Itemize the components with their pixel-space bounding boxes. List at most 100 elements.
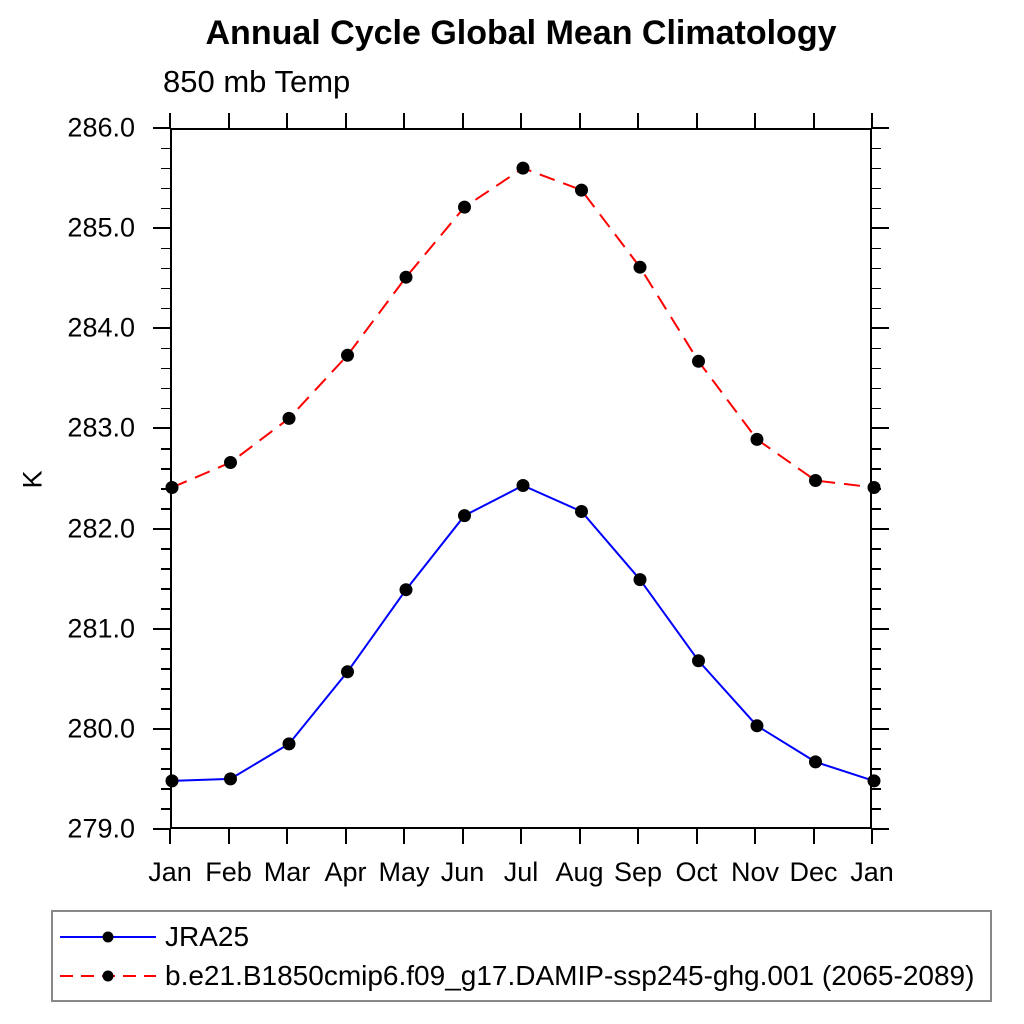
x-tick-bottom xyxy=(403,829,405,844)
y-minor-tick-left xyxy=(161,347,170,350)
y-major-tick-left xyxy=(153,127,170,129)
x-tick-bottom xyxy=(344,829,347,844)
y-minor-tick-right xyxy=(872,247,881,250)
chart-title: Annual Cycle Global Mean Climatology xyxy=(205,14,837,52)
y-minor-tick-right xyxy=(872,267,881,270)
y-major-tick-right xyxy=(872,227,889,230)
y-minor-tick-left xyxy=(161,367,170,370)
chart-subtitle: 850 mb Temp xyxy=(163,64,351,99)
y-minor-tick-right xyxy=(872,488,881,490)
y-minor-tick-left xyxy=(161,167,170,170)
data-point-marker xyxy=(575,505,588,518)
y-minor-tick-right xyxy=(872,467,881,470)
data-point-marker xyxy=(575,183,588,197)
data-point-marker xyxy=(399,583,413,597)
legend-item-jra25: JRA25 xyxy=(53,921,990,952)
y-minor-tick-right xyxy=(872,367,881,370)
data-point-marker xyxy=(867,481,881,494)
y-minor-tick-right xyxy=(872,648,881,650)
x-tick-bottom xyxy=(286,829,288,844)
x-tick-bottom xyxy=(695,829,698,844)
y-minor-tick-left xyxy=(161,688,170,690)
x-tick-bottom xyxy=(871,829,873,844)
data-point-marker xyxy=(867,774,881,788)
x-tick-top xyxy=(403,113,405,128)
y-minor-tick-left xyxy=(161,287,170,290)
y-minor-tick-left xyxy=(161,307,170,310)
legend-item-model: b.e21.B1850cmip6.f09_g17.DAMIP-ssp245-gh… xyxy=(53,960,990,991)
y-minor-tick-left xyxy=(161,467,170,470)
x-tick-label: Jul xyxy=(503,857,539,887)
x-tick-label: Mar xyxy=(263,857,311,887)
y-minor-tick-left xyxy=(161,808,170,811)
data-series-layer xyxy=(165,161,881,788)
blue-solid-line-marker-icon xyxy=(60,931,156,942)
y-tick-label: 284.0 xyxy=(67,312,135,343)
x-tick-bottom xyxy=(754,829,756,844)
y-minor-tick-left xyxy=(161,668,170,670)
y-minor-tick-left xyxy=(161,648,170,650)
x-tick-top xyxy=(871,113,873,128)
y-major-tick-left xyxy=(153,828,170,830)
y-minor-tick-right xyxy=(872,708,881,710)
y-minor-tick-right xyxy=(872,688,881,690)
y-tick-label: 283.0 xyxy=(67,412,135,443)
x-tick-bottom xyxy=(812,829,815,844)
y-tick-label: 280.0 xyxy=(67,713,135,744)
y-tick-label: 286.0 xyxy=(67,112,135,143)
y-major-tick-left xyxy=(153,627,170,630)
data-point-marker xyxy=(750,432,764,446)
series-line-0 xyxy=(171,484,875,782)
data-point-marker xyxy=(516,479,530,492)
x-tick-bottom xyxy=(578,829,581,844)
y-minor-tick-right xyxy=(872,407,881,410)
data-point-marker xyxy=(165,774,179,788)
y-minor-tick-left xyxy=(161,708,170,710)
x-tick-bottom xyxy=(520,829,522,844)
x-tick-label: Sep xyxy=(613,857,663,887)
x-tick-top xyxy=(461,113,464,128)
y-minor-tick-right xyxy=(872,287,881,290)
x-tick-label: Oct xyxy=(675,857,718,887)
data-point-marker xyxy=(165,481,179,494)
y-minor-tick-right xyxy=(872,347,881,350)
y-minor-tick-right xyxy=(872,167,881,170)
x-tick-top xyxy=(812,113,815,128)
data-point-marker xyxy=(458,509,471,523)
y-minor-tick-left xyxy=(161,548,170,550)
x-tick-top xyxy=(637,113,639,128)
y-minor-tick-right xyxy=(872,207,881,210)
y-minor-tick-right xyxy=(872,548,881,550)
y-minor-tick-left xyxy=(161,147,170,150)
y-tick-label: 279.0 xyxy=(67,813,135,844)
y-tick-label: 282.0 xyxy=(67,513,135,544)
data-point-marker xyxy=(224,456,237,469)
x-tick-label: Jun xyxy=(440,857,485,887)
y-major-tick-right xyxy=(872,828,889,830)
data-point-marker xyxy=(633,260,647,274)
y-minor-tick-left xyxy=(161,407,170,410)
y-major-tick-right xyxy=(872,627,889,630)
y-minor-tick-right xyxy=(872,508,881,510)
x-tick-label: Apr xyxy=(324,857,367,887)
y-minor-tick-left xyxy=(161,508,170,510)
y-major-tick-left xyxy=(153,427,170,430)
data-point-marker xyxy=(633,573,647,587)
data-point-marker xyxy=(809,474,822,487)
data-point-marker xyxy=(692,654,705,668)
y-minor-tick-right xyxy=(872,568,881,570)
y-minor-tick-right xyxy=(872,768,881,770)
data-point-marker xyxy=(282,411,296,425)
y-tick-label: 285.0 xyxy=(67,212,135,243)
y-minor-tick-left xyxy=(161,488,170,490)
y-major-tick-right xyxy=(872,427,889,430)
x-tick-top xyxy=(520,113,522,128)
data-point-marker xyxy=(224,772,237,786)
plot-area xyxy=(165,128,881,829)
y-major-tick-right xyxy=(872,327,889,330)
y-major-tick-left xyxy=(153,527,170,530)
legend: JRA25 b.e21.B1850cmip6.f09_g17.DAMIP-ssp… xyxy=(51,910,992,1002)
y-minor-tick-left xyxy=(161,247,170,250)
x-tick-top xyxy=(286,113,288,128)
